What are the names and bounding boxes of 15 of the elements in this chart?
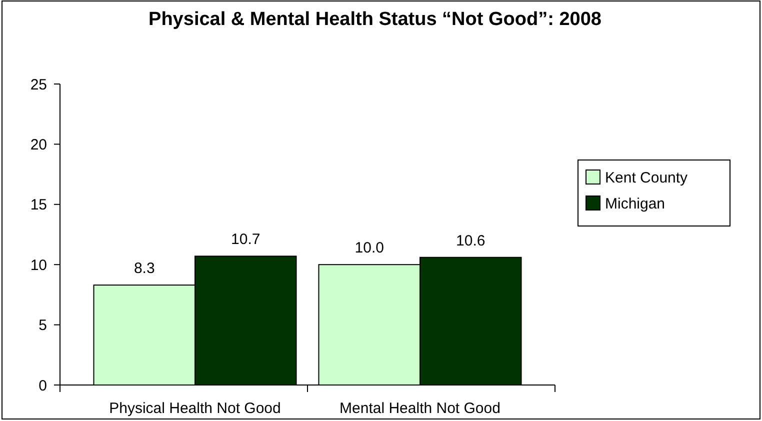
data-label: 10.6	[456, 232, 486, 250]
y-tick-label: 10	[30, 256, 47, 274]
legend-label: Michigan	[605, 195, 666, 212]
y-tick-label: 15	[30, 196, 47, 214]
data-label: 10.7	[231, 231, 260, 248]
legend-label: Kent County	[605, 169, 688, 186]
y-tick-label: 5	[38, 317, 47, 334]
y-tick-label: 20	[30, 136, 47, 154]
x-tick-label: Physical Health Not Good	[109, 400, 281, 417]
y-tick-label: 0	[38, 377, 47, 394]
y-tick-label: 25	[30, 76, 47, 94]
data-label: 10.0	[354, 240, 384, 257]
chart-title: Physical & Mental Health Status “Not Good”: 2008	[148, 9, 602, 30]
x-tick-label: Mental Health Not Good	[340, 400, 500, 417]
data-label: 8.3	[134, 260, 155, 278]
